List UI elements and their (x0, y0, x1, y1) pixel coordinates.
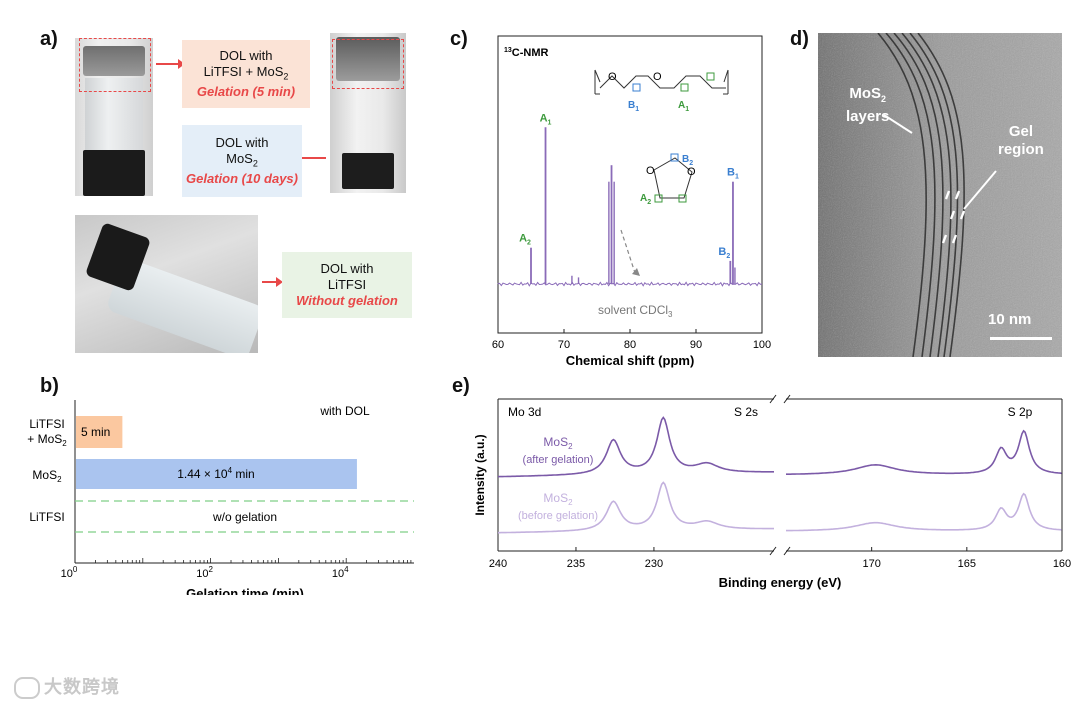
region-label-s2s: S 2s (734, 405, 758, 419)
xps-series-0-left (497, 416, 774, 478)
x-tick-label: 70 (558, 339, 570, 351)
watermark-logo-icon (14, 677, 40, 700)
x-tick-label: 230 (645, 558, 663, 570)
x-tick-label: 240 (489, 558, 507, 570)
category-label-0b: + MoS2 (27, 432, 67, 448)
plot-frame (497, 35, 763, 334)
scale-bar-label: 10 nm (988, 311, 1032, 328)
bar-1 (76, 459, 357, 489)
svg-text:A1: A1 (678, 100, 689, 113)
gel-region-label: Gel region (998, 123, 1044, 158)
x-axis-title: Gelation time (min) (186, 586, 304, 595)
box1-line2: LiTFSI + MoS2 (203, 63, 289, 82)
vial-photo-3 (75, 215, 258, 353)
box2-line3: Gelation (10 days) (186, 171, 298, 187)
svg-text:B2: B2 (682, 154, 693, 167)
spectrum-baseline (497, 281, 763, 287)
box3-line1: DOL with (320, 261, 374, 276)
series-sublabel-0: (after gelation) (523, 454, 594, 466)
arrow-right-icon-2 (262, 277, 283, 287)
peak-label-3: B1 (727, 167, 739, 181)
series-label-0: MoS2 (543, 435, 573, 451)
solvent-arrow-head (632, 268, 640, 276)
panel-a-label: a) (40, 28, 58, 50)
box1-line1: DOL with (219, 47, 273, 63)
watermark: 大数跨境 (14, 673, 120, 700)
xps-spectrum-chart: 240 235 230 170 165 160 Binding energy (eV) Int… (473, 394, 1071, 590)
bar-0 (76, 416, 123, 448)
polymer-structure: O O B1 A1 (594, 69, 729, 113)
axis-break-mark (783, 546, 791, 556)
region-label-mo3d: Mo 3d (508, 405, 541, 419)
x-tick-label: 100 (61, 565, 78, 580)
panel-c-label: c) (450, 28, 468, 50)
box3-line3: Without gelation (296, 293, 398, 308)
bar-label-2: w/o gelation (212, 510, 277, 524)
box3-line2: LiTFSI (327, 277, 367, 292)
xps-series-0-right (786, 429, 1062, 475)
panel-d-label: d) (790, 28, 809, 50)
category-label-2: LiTFSI (29, 510, 64, 524)
y-axis-title: Intensity (a.u.) (473, 434, 487, 515)
box2-line1: DOL with (215, 134, 269, 150)
box2-line2: MoS2 (226, 150, 258, 169)
category-label-1: MoS2 (32, 468, 62, 484)
tem-image: MoS2 layers Gel region 10 nm (818, 33, 1062, 357)
condition-box-3: DOL with LiTFSI Without gelation (282, 252, 412, 318)
svg-text:O: O (687, 166, 696, 178)
x-tick-label: 100 (753, 339, 771, 351)
x-axis-title: Binding energy (eV) (719, 575, 842, 590)
mos2-layers-label: MoS2 layers (846, 85, 890, 125)
bar-label-0: 5 min (81, 425, 110, 439)
series-sublabel-1: (before gelation) (518, 510, 598, 522)
svg-text:A2: A2 (640, 193, 651, 206)
vial-photo-1 (75, 38, 153, 196)
nmr-spectrum-chart: 60 70 80 90 100 Chemical shift (ppm) 13C-NMR A1… (492, 35, 771, 368)
x-tick-label: 165 (958, 558, 976, 570)
region-label-s2p: S 2p (1008, 405, 1033, 419)
bar-label-1: 1.44 × 104 min (177, 466, 255, 481)
x-tick-label: 60 (492, 339, 504, 351)
axis-break-mark (783, 394, 791, 404)
arrow-right-icon (156, 59, 185, 69)
x-tick-label: 235 (567, 558, 585, 570)
axis-break-mark (769, 546, 777, 556)
peak-label-1: A2 (519, 233, 531, 247)
gelation-time-chart: 100 102 104 Gelation time (min) with DOL 5 mi… (27, 400, 414, 595)
peak-label-4: B2 (718, 246, 730, 260)
x-tick-label: 102 (196, 565, 213, 580)
series-label-1: MoS2 (543, 491, 573, 507)
axis-break-mark (769, 394, 777, 404)
x-tick-label: 104 (332, 565, 349, 580)
svg-text:O: O (646, 165, 655, 177)
solvent-arrow (620, 229, 637, 277)
svg-text:O: O (653, 71, 662, 83)
xps-series-1-right (786, 492, 1062, 532)
panel-e-label: e) (452, 375, 470, 397)
panel-b-label: b) (40, 375, 59, 397)
category-label-0: LiTFSI (29, 417, 64, 431)
peak-label-0: A1 (540, 112, 552, 126)
nmr-title: 13C-NMR (504, 47, 549, 59)
x-tick-label: 170 (862, 558, 880, 570)
x-tick-label: 160 (1053, 558, 1071, 570)
xps-series-1-left (498, 481, 774, 534)
x-tick-label: 90 (690, 339, 702, 351)
x-axis-title: Chemical shift (ppm) (566, 353, 695, 368)
solvent-label: solvent CDCl3 (598, 303, 673, 319)
condition-box-2: DOL with MoS2 Gelation (10 days) (182, 125, 302, 197)
x-tick-label: 80 (624, 339, 636, 351)
vial-photo-2 (330, 33, 406, 193)
condition-box-1: DOL with LiTFSI + MoS2 Gelation (5 min) (182, 40, 310, 108)
box1-line3: Gelation (5 min) (196, 84, 296, 100)
svg-text:O: O (608, 71, 617, 83)
with-dol-note: with DOL (319, 404, 370, 418)
svg-text:B1: B1 (628, 100, 639, 113)
